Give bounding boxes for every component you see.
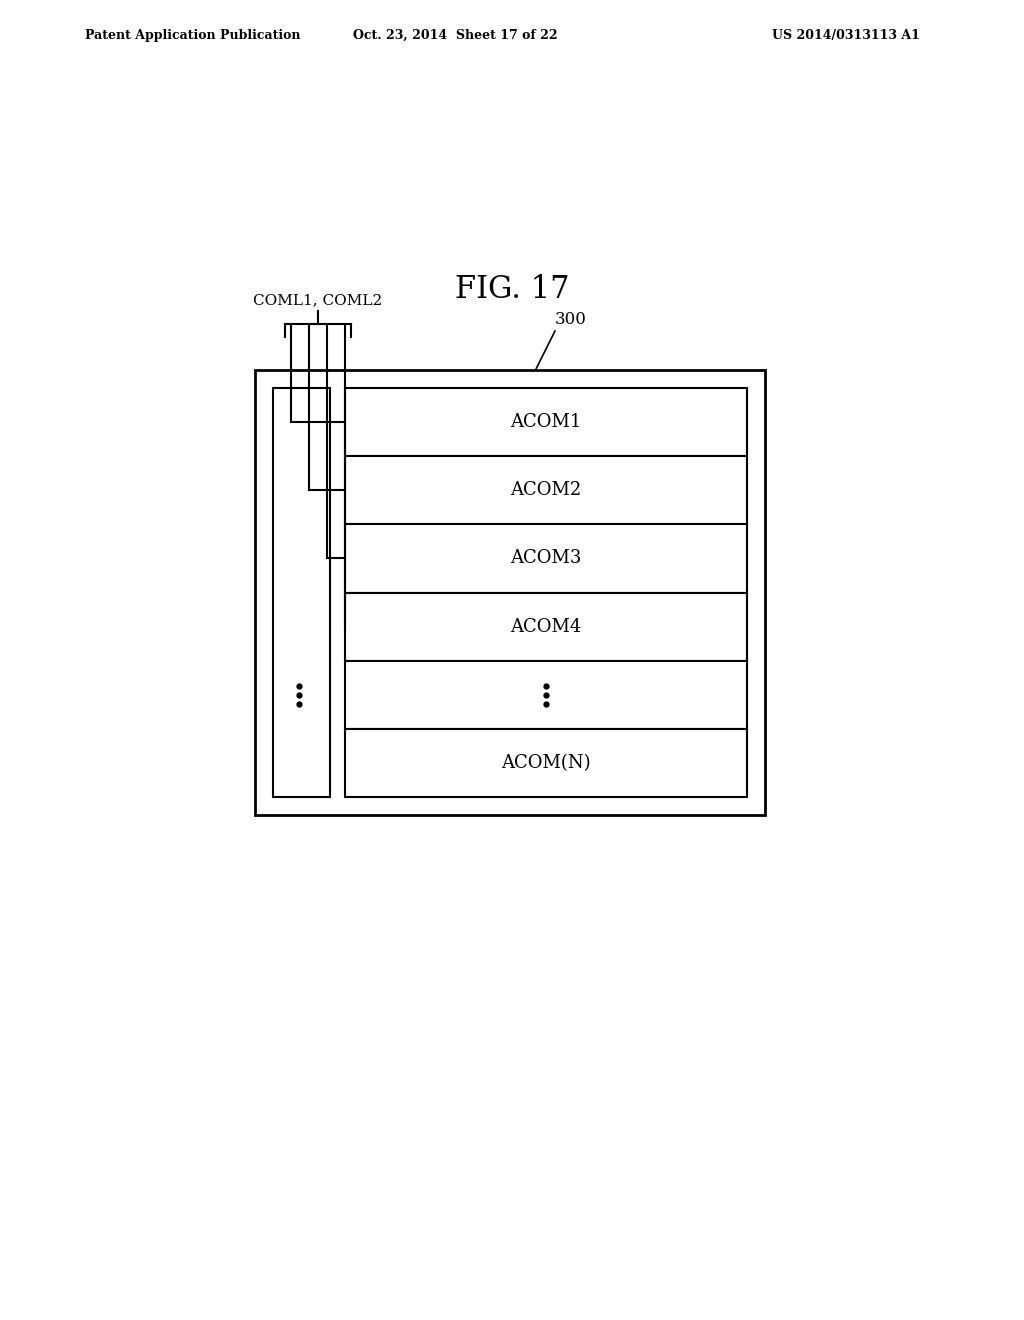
Bar	[345, 524, 746, 593]
Text: FIG. 17: FIG. 17	[455, 275, 569, 305]
Text: ACOM1: ACOM1	[510, 413, 582, 432]
Text: COML1, COML2: COML1, COML2	[253, 293, 383, 308]
Text: ACOM3: ACOM3	[510, 549, 582, 568]
Text: ACOM4: ACOM4	[510, 618, 582, 636]
Bar	[255, 370, 765, 814]
Text: ACOM(N): ACOM(N)	[501, 754, 591, 772]
Text: 300: 300	[555, 312, 587, 327]
Bar	[345, 729, 746, 797]
Text: US 2014/0313113 A1: US 2014/0313113 A1	[772, 29, 920, 41]
Bar	[345, 457, 746, 524]
Text: ACOM2: ACOM2	[510, 482, 582, 499]
Text: Oct. 23, 2014  Sheet 17 of 22: Oct. 23, 2014 Sheet 17 of 22	[352, 29, 557, 41]
Text: Patent Application Publication: Patent Application Publication	[85, 29, 300, 41]
Bar	[273, 388, 330, 797]
Bar	[345, 593, 746, 661]
Bar	[345, 661, 746, 729]
Bar	[345, 388, 746, 457]
